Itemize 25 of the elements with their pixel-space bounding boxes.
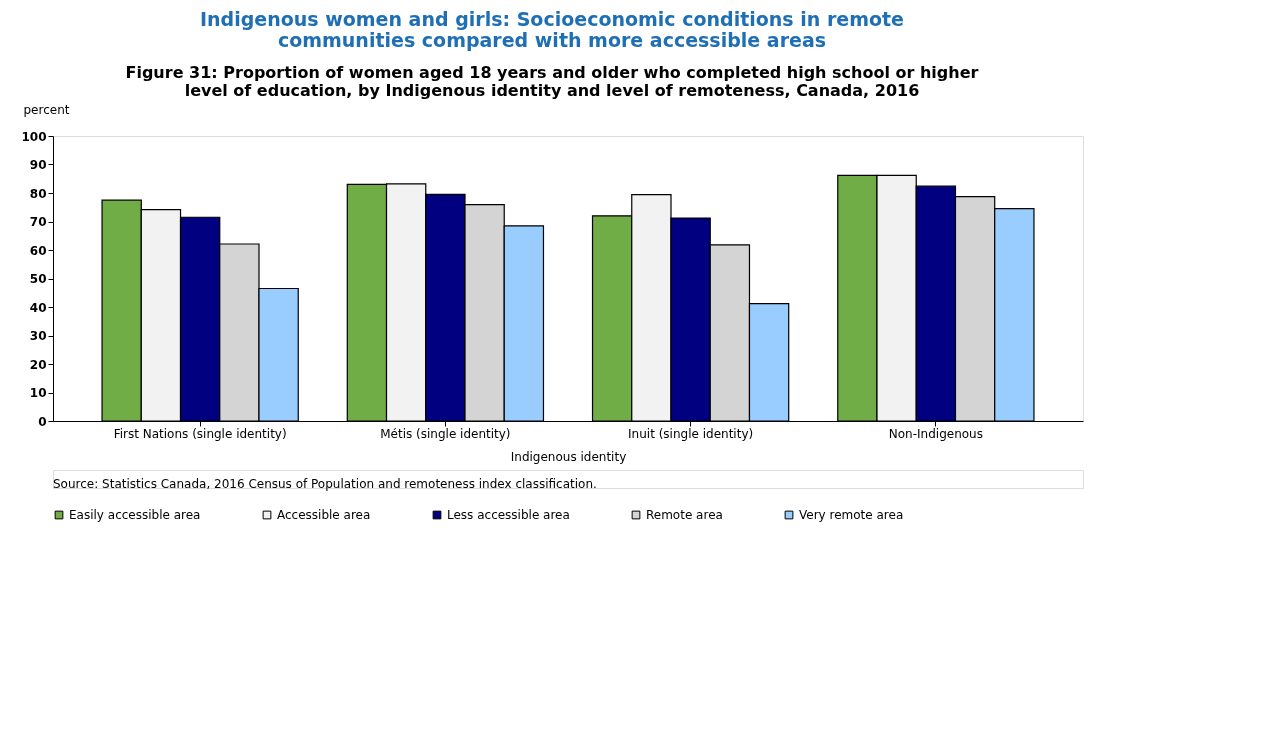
y-tick-label: 100 xyxy=(21,129,47,144)
x-tick-label: Métis (single identity) xyxy=(380,426,511,441)
legend-label: Accessible area xyxy=(277,508,371,522)
y-tick-label: 40 xyxy=(29,300,47,315)
y-tick-label: 80 xyxy=(29,186,47,201)
x-tick-label: Inuit (single identity) xyxy=(628,426,754,441)
y-tick-label: 70 xyxy=(29,215,47,229)
source-note: Source: Statistics Canada, 2016 Census of Population and remoteness index classification. xyxy=(53,477,597,491)
y-tick-label: 60 xyxy=(29,243,47,258)
legend-label: Less accessible area xyxy=(447,508,570,522)
y-tick-label: 20 xyxy=(29,357,47,372)
y-tick-label: 0 xyxy=(38,414,47,429)
legend-label: Remote area xyxy=(646,508,723,522)
y-axis-title: percent xyxy=(23,102,70,117)
y-tick-label: 30 xyxy=(29,329,47,343)
y-tick-label: 90 xyxy=(29,158,47,172)
chart-subtitle: Figure 31: Proportion of women aged 18 years and older who completed high school or higher level of education, by Indigenous identity and level of remoteness, Canada, 2016 xyxy=(125,62,979,100)
y-tick-label: 10 xyxy=(29,386,47,400)
x-tick-label: First Nations (single identity) xyxy=(113,426,287,441)
y-tick-label: 50 xyxy=(29,272,47,286)
x-tick-label: Non-Indigenous xyxy=(888,426,983,441)
chart-title: Indigenous women and girls: Socioeconomic conditions in remote communities compared with more accessible areas xyxy=(199,7,905,51)
legend-label: Easily accessible area xyxy=(69,508,201,522)
legend-label: Very remote area xyxy=(799,508,904,522)
x-axis-title: Indigenous identity xyxy=(510,449,627,464)
